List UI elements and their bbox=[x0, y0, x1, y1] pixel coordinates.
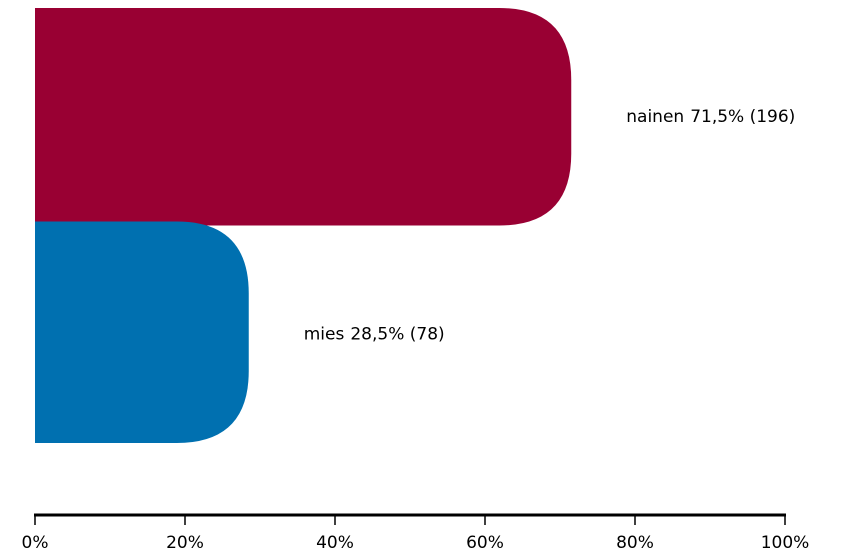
bar bbox=[35, 8, 572, 226]
x-tick-label: 20% bbox=[166, 533, 204, 553]
value-label: 71,5% (196) bbox=[690, 107, 795, 127]
category-label: mies bbox=[304, 324, 345, 344]
x-tick-label: 60% bbox=[466, 533, 504, 553]
bar-label: mies 28,5% (78) bbox=[304, 324, 445, 344]
x-tick-label: 80% bbox=[616, 533, 654, 553]
value-label: 28,5% (78) bbox=[350, 324, 444, 344]
x-tick-label: 100% bbox=[761, 533, 810, 553]
category-label: nainen bbox=[626, 107, 684, 127]
x-tick-label: 0% bbox=[22, 533, 49, 553]
bar bbox=[35, 221, 249, 443]
bar-label: nainen 71,5% (196) bbox=[626, 107, 795, 127]
x-tick-label: 40% bbox=[316, 533, 354, 553]
